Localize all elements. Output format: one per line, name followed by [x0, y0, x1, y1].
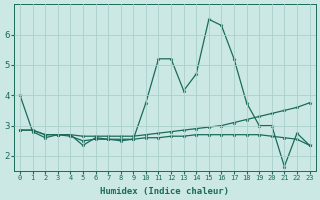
X-axis label: Humidex (Indice chaleur): Humidex (Indice chaleur): [100, 187, 229, 196]
